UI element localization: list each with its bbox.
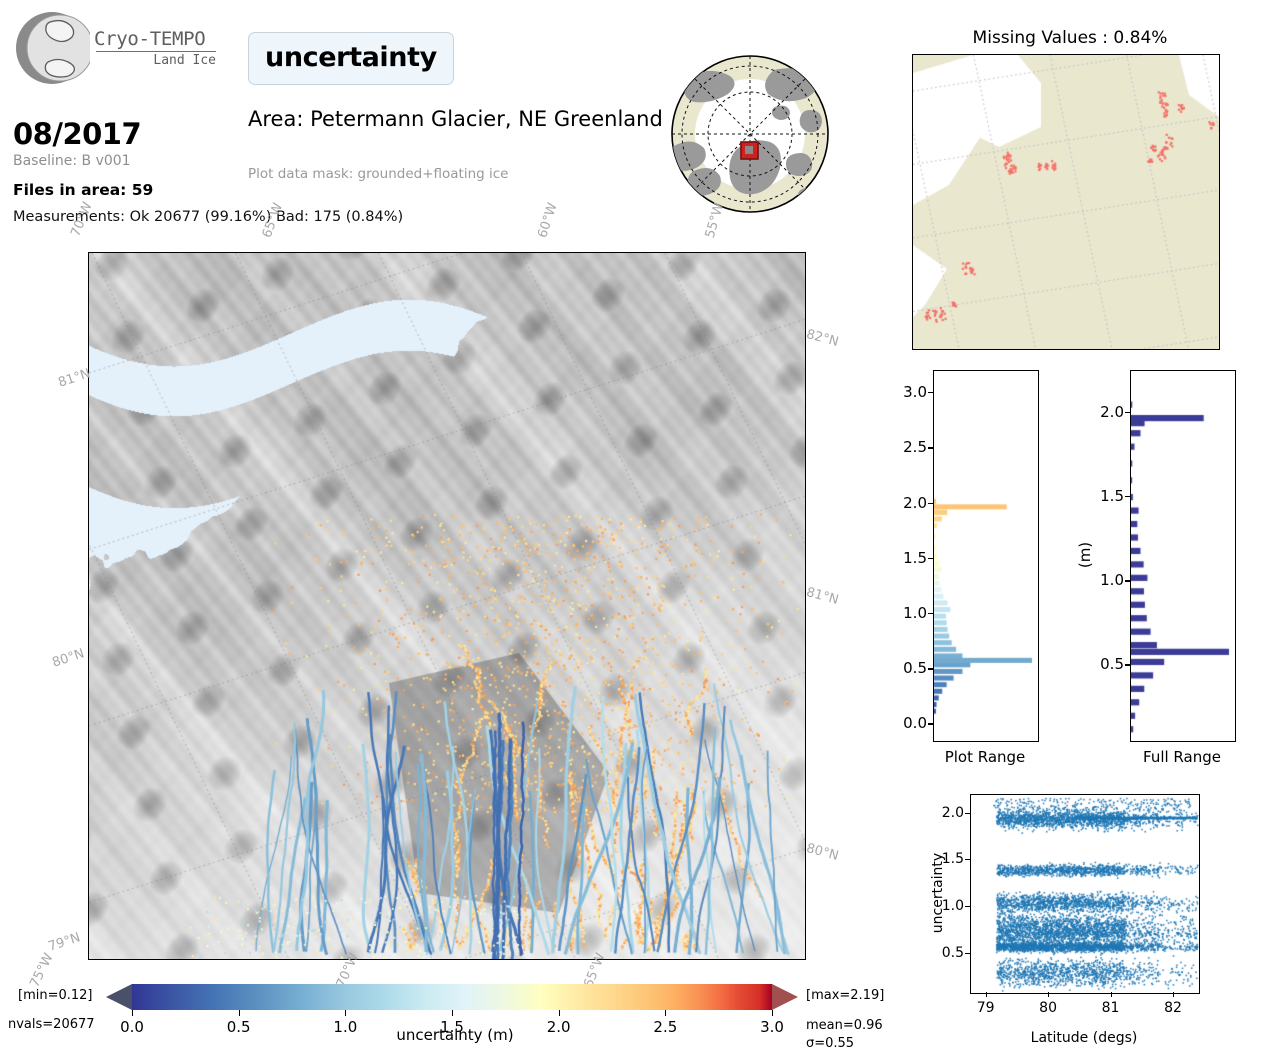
grat-lat-80n-right: 80°N	[804, 841, 841, 864]
baseline-label: Baseline: B v001	[13, 153, 131, 169]
petermann-glacier-map[interactable]	[88, 252, 806, 960]
colorbar-tick	[665, 1010, 667, 1016]
area-title: Area: Petermann Glacier, NE Greenland	[248, 107, 663, 131]
histogram-tick	[1125, 664, 1130, 666]
scatter-xtick	[1048, 992, 1050, 997]
histogram-tick	[928, 668, 933, 670]
colorbar[interactable]: 0.0 0.5 1.0 1.5 2.0 2.5 3.0	[106, 984, 798, 1036]
files-in-area-label: Files in area: 59	[13, 181, 154, 199]
histogram-tick-label: 0.5	[903, 659, 927, 678]
map-canvas[interactable]	[89, 253, 805, 959]
scatter-xtick	[1173, 992, 1174, 997]
scatter-ytick	[965, 859, 970, 861]
scatter-canvas	[971, 795, 1199, 993]
scatter-ytick-label: 1.0	[941, 898, 964, 915]
colorbar-tick-label: 3.0	[760, 1018, 784, 1036]
colorbar-over-arrow	[772, 984, 798, 1010]
scatter-xtick-label: 81	[1101, 1000, 1120, 1016]
colorbar-tick	[772, 1010, 773, 1016]
scatter-ytick	[965, 906, 970, 908]
colorbar-axis-label: uncertainty (m)	[396, 1026, 514, 1044]
colorbar-under-arrow	[106, 984, 132, 1010]
histogram-full-range[interactable]	[1130, 370, 1236, 742]
globe-crescent-icon	[16, 12, 90, 84]
scatter-ytick-label: 1.5	[941, 851, 964, 868]
colorbar-tick	[452, 1010, 453, 1016]
scatter-ytick	[965, 812, 970, 814]
missing-values-title: Missing Values : 0.84%	[972, 28, 1168, 48]
nvals-label: nvals=20677	[8, 1017, 95, 1032]
grat-lat-81n-left: 81°N	[56, 366, 93, 391]
histogram-tick	[928, 502, 933, 504]
histogram-tick	[928, 447, 933, 449]
histogram-tick-label: 1.0	[1100, 571, 1124, 590]
logo-divider	[96, 51, 216, 52]
colorbar-tick-label: 0.0	[120, 1018, 144, 1036]
colorbar-tick	[345, 1010, 347, 1016]
histogram-full-range-canvas	[1131, 371, 1235, 741]
histogram-tick-label: 0.0	[903, 714, 927, 733]
colorbar-tick	[238, 1010, 240, 1016]
scatter-ytick	[965, 952, 970, 954]
histogram-full-range-ylabel: (m)	[1076, 541, 1094, 569]
brand-logo: Cryo-TEMPO Land Ice	[14, 8, 216, 98]
colorbar-min-label: [min=0.12]	[18, 988, 93, 1003]
scatter-xlabel: Latitude (degs)	[1030, 1030, 1138, 1046]
scatter-xtick-label: 82	[1164, 1000, 1182, 1016]
parameter-badge[interactable]: uncertainty	[248, 32, 454, 85]
histogram-tick-label: 1.0	[903, 603, 927, 622]
histogram-tick-label: 0.5	[1100, 655, 1124, 674]
grat-lon-60w-top: 60°W	[535, 201, 561, 240]
logo-title: Cryo-TEMPO	[94, 28, 206, 50]
colorbar-tick	[558, 1010, 560, 1016]
scatter-xtick-label: 80	[1039, 1000, 1057, 1016]
logo-subtitle: Land Ice	[153, 53, 216, 68]
histogram-tick-label: 3.0	[903, 383, 927, 402]
histogram-tick	[928, 612, 933, 615]
histogram-tick-label: 2.5	[903, 438, 927, 457]
colorbar-tick-label: 2.0	[546, 1018, 571, 1036]
sigma-label: σ=0.55	[806, 1036, 855, 1051]
colorbar-gradient[interactable]	[132, 984, 772, 1010]
colorbar-tick-label: 1.0	[333, 1018, 358, 1036]
histogram-tick	[1125, 412, 1130, 414]
histogram-full-range-caption: Full Range	[1143, 748, 1221, 766]
colorbar-tick-label: 2.5	[653, 1018, 678, 1036]
grat-lat-79n-left: 79°N	[46, 930, 83, 955]
histogram-tick	[928, 557, 933, 560]
colorbar-tick-label: 1.5	[440, 1018, 464, 1036]
colorbar-max-label: [max=2.19]	[806, 988, 885, 1003]
histogram-tick-label: 2.0	[903, 493, 927, 512]
histogram-tick	[1125, 580, 1130, 582]
histogram-plot-range-canvas	[934, 371, 1038, 741]
missing-values-canvas[interactable]	[913, 55, 1219, 349]
histogram-tick	[928, 392, 933, 394]
plot-data-mask-label: Plot data mask: grounded+floating ice	[248, 166, 509, 182]
scatter-ytick-label: 2.0	[941, 804, 964, 821]
grat-lat-81n-right: 81°N	[804, 585, 841, 608]
scatter-xtick-label: 79	[976, 1000, 995, 1016]
histogram-tick	[928, 723, 933, 725]
histogram-tick-label: 1.5	[1100, 487, 1124, 506]
arctic-locator-globe	[671, 55, 829, 213]
mean-label: mean=0.96	[806, 1018, 883, 1033]
histogram-tick-label: 2.0	[1100, 403, 1124, 422]
histogram-plot-range[interactable]	[933, 370, 1039, 742]
colorbar-tick-label: 0.5	[226, 1018, 251, 1036]
grat-lat-80n-left: 80°N	[50, 646, 87, 671]
grat-lat-82n-right: 82°N	[804, 327, 841, 350]
histogram-tick-label: 1.5	[903, 548, 927, 567]
scatter-xtick	[1110, 992, 1112, 997]
scatter-plot[interactable]	[970, 794, 1200, 994]
measurements-label: Measurements: Ok 20677 (99.16%) Bad: 175…	[13, 209, 404, 225]
colorbar-tick	[132, 1010, 133, 1016]
scatter-ytick-label: 0.5	[941, 944, 964, 961]
histogram-plot-range-caption: Plot Range	[944, 748, 1026, 766]
grat-lon-75w-bottom: 75°W	[27, 951, 57, 990]
scatter-xtick	[985, 992, 987, 997]
date-label: 08/2017	[13, 117, 142, 151]
missing-values-map[interactable]	[912, 54, 1220, 350]
histogram-tick	[1125, 496, 1130, 498]
